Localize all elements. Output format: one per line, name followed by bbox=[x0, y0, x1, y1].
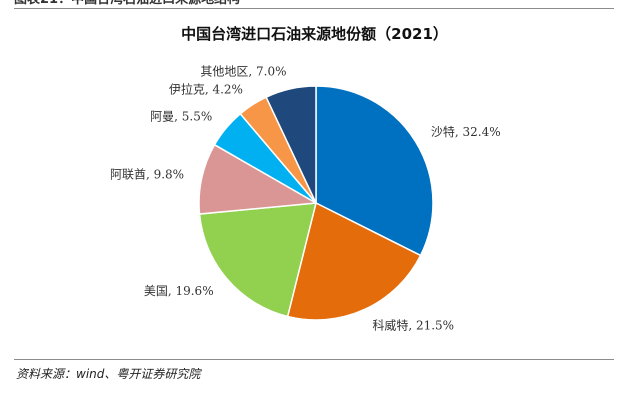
source-note: 资料来源：wind、粤开证券研究院 bbox=[16, 367, 201, 381]
slice-label-5: 阿曼, 5.5% bbox=[150, 110, 212, 124]
bottom-divider bbox=[14, 359, 614, 360]
pie-slice-7 bbox=[265, 85, 317, 204]
slice-label-4: 阿联酋, 9.8% bbox=[110, 166, 184, 181]
pie-slice-1 bbox=[315, 85, 434, 257]
slice-label-7: 其他地区, 7.0% bbox=[200, 64, 286, 78]
figure-caption: 图表21：中国台湾石油进口来源地结构 bbox=[14, 0, 614, 8]
slice-label-6: 伊拉克, 4.2% bbox=[169, 81, 243, 96]
pie-slice-2 bbox=[286, 201, 422, 321]
slice-label-2: 科威特, 21.5% bbox=[372, 318, 454, 333]
slice-label-1: 沙特, 32.4% bbox=[431, 124, 501, 139]
chart-title: 中国台湾进口石油来源地份额（2021） bbox=[181, 25, 448, 43]
pie-slice-3 bbox=[198, 202, 317, 318]
top-divider bbox=[14, 8, 614, 9]
slice-label-3: 美国, 19.6% bbox=[144, 284, 214, 298]
